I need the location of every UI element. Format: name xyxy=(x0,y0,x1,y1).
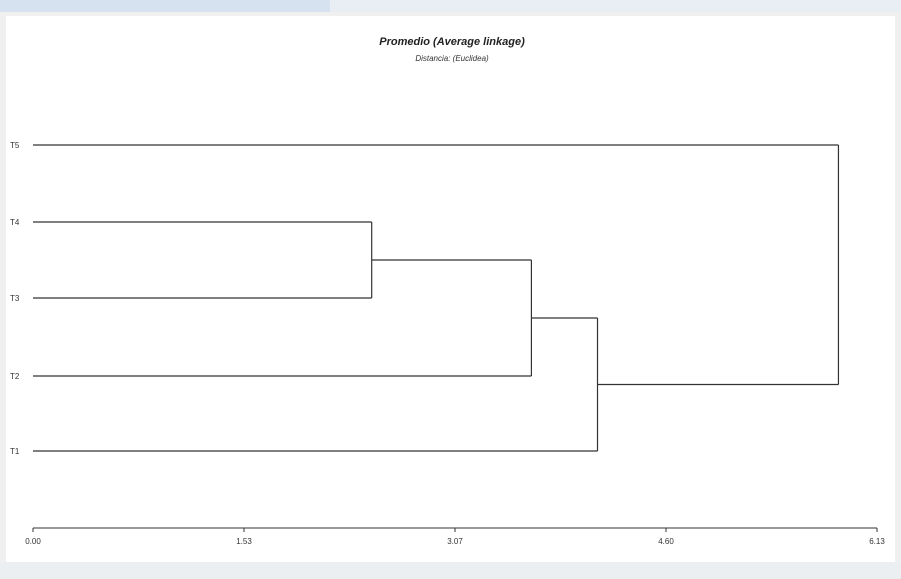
top-border xyxy=(0,0,901,12)
dendrogram-branches xyxy=(33,144,840,452)
leaf-label-t1: T1 xyxy=(10,447,20,456)
leaf-labels: T5 T4 T3 T2 T1 xyxy=(10,141,20,456)
x-tick-label: 1.53 xyxy=(236,537,252,546)
leaf-label-t4: T4 xyxy=(10,218,20,227)
plot-panel xyxy=(6,16,895,562)
x-axis: 0.00 1.53 3.07 4.60 6.13 xyxy=(25,527,885,546)
x-tick-label: 3.07 xyxy=(447,537,463,546)
top-border-accent xyxy=(0,0,330,12)
chart-title: Promedio (Average linkage) xyxy=(379,36,525,48)
x-tick-label: 4.60 xyxy=(658,537,674,546)
chart-subtitle: Distancia: (Euclidea) xyxy=(415,54,489,63)
leaf-label-t5: T5 xyxy=(10,141,20,150)
leaf-label-t3: T3 xyxy=(10,294,20,303)
leaf-label-t2: T2 xyxy=(10,372,20,381)
x-tick-label: 6.13 xyxy=(869,537,885,546)
x-tick-label: 0.00 xyxy=(25,537,41,546)
bottom-border xyxy=(0,562,901,579)
